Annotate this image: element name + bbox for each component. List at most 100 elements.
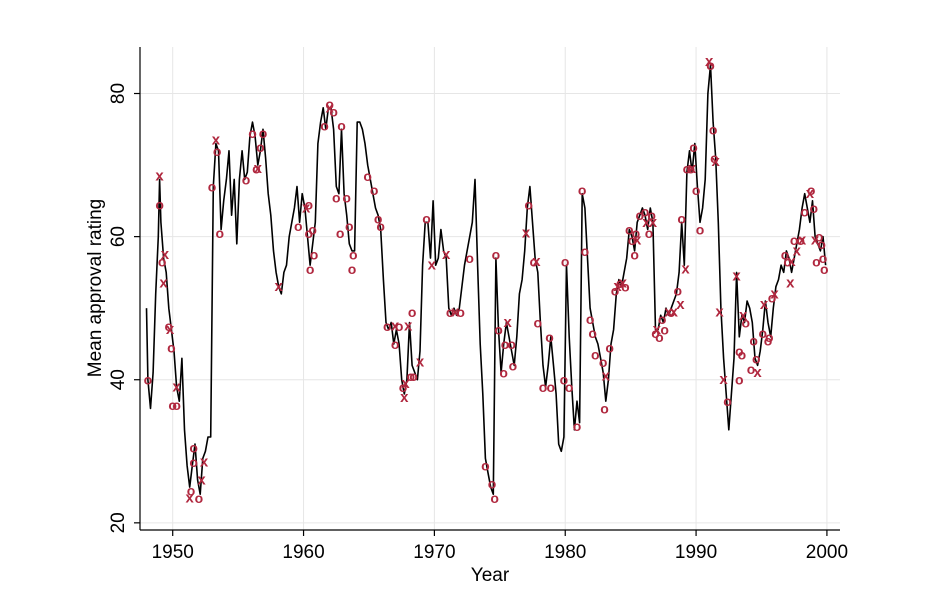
cross-marker: x — [787, 253, 796, 270]
circle-marker: o — [800, 204, 809, 220]
circle-marker: o — [658, 311, 667, 327]
circle-marker: o — [305, 225, 314, 241]
circle-marker: o — [815, 229, 824, 245]
circle-marker: o — [783, 254, 792, 270]
circle-marker: o — [446, 304, 455, 320]
circle-marker: o — [456, 304, 465, 320]
cross-marker: x — [649, 214, 658, 231]
circle-marker: o — [781, 247, 790, 263]
circle-marker: o — [507, 336, 516, 352]
circle-marker: o — [790, 232, 799, 248]
circle-marker: o — [409, 368, 418, 384]
circle-marker: o — [342, 189, 351, 205]
circle-marker: o — [337, 118, 346, 134]
circle-marker: o — [632, 225, 641, 241]
circle-marker: o — [578, 182, 587, 198]
x-tick-label: 1990 — [675, 542, 717, 563]
cross-marker: x — [200, 454, 209, 471]
circle-marker: o — [509, 357, 518, 373]
cross-marker: x — [753, 364, 762, 381]
circle-marker: o — [738, 347, 747, 363]
cross-marker: x — [770, 285, 779, 302]
circle-marker: o — [586, 311, 595, 327]
cross-marker: x — [760, 296, 769, 313]
cross-marker: x — [739, 307, 748, 324]
cross-marker: x — [664, 303, 673, 320]
circle-marker: o — [248, 125, 257, 141]
circle-marker: o — [573, 418, 582, 434]
y-tick-label: 20 — [108, 512, 129, 533]
cross-marker: x — [451, 303, 460, 320]
circle-marker: o — [706, 57, 715, 73]
circle-marker: o — [524, 196, 533, 212]
cross-marker: x — [254, 160, 263, 177]
circle-marker: o — [195, 490, 204, 506]
circle-marker: o — [345, 218, 354, 234]
grid-layer — [140, 47, 840, 530]
circle-marker: o — [742, 315, 751, 331]
cross-marker: x — [400, 389, 409, 406]
circle-marker: o — [332, 189, 341, 205]
cross-marker: x — [811, 232, 820, 249]
circle-marker: o — [588, 325, 597, 341]
circle-marker: o — [683, 161, 692, 177]
cross-marker: x — [326, 99, 335, 116]
y-tick-label: 40 — [108, 369, 129, 390]
cross-marker: x — [670, 303, 679, 320]
circle-marker: o — [807, 182, 816, 198]
marker-layer: ooxoxxoxoooxxooooxxoxoooooxooxoxooooooox… — [144, 53, 829, 506]
x-tick-label: 2000 — [806, 542, 848, 563]
tick-layer: 1950 1960 1970 1980 1990 2000 20 40 60 80 — [108, 83, 848, 563]
circle-marker: o — [539, 379, 548, 395]
circle-marker: o — [383, 318, 392, 334]
axes-layer — [139, 47, 840, 531]
y-tick-label: 80 — [108, 83, 129, 104]
circle-marker: o — [560, 372, 569, 388]
line-layer — [145, 64, 827, 495]
circle-marker: o — [408, 304, 417, 320]
cross-marker: x — [786, 275, 795, 292]
circle-marker: o — [667, 304, 676, 320]
circle-marker: o — [735, 343, 744, 359]
circle-marker: o — [817, 236, 826, 252]
x-tick-label: 1980 — [544, 542, 586, 563]
x-tick-label: 1960 — [282, 542, 324, 563]
cross-marker: x — [404, 318, 413, 335]
circle-marker: o — [481, 458, 490, 474]
cross-marker: x — [806, 185, 815, 202]
circle-marker: o — [187, 483, 196, 499]
cross-marker: x — [688, 160, 697, 177]
circle-marker: o — [651, 325, 660, 341]
circle-marker: o — [710, 150, 719, 166]
circle-marker: o — [674, 282, 683, 298]
cross-marker: x — [642, 214, 651, 231]
circle-marker: o — [320, 118, 329, 134]
circle-marker: o — [581, 243, 590, 259]
circle-marker: o — [252, 161, 261, 177]
circle-marker: o — [336, 225, 345, 241]
circle-marker: o — [820, 261, 829, 277]
cross-marker: x — [442, 246, 451, 263]
circle-marker: o — [144, 372, 153, 388]
circle-marker: o — [660, 322, 669, 338]
circle-marker: o — [605, 340, 614, 356]
circle-marker: o — [325, 96, 334, 112]
circle-marker: o — [155, 196, 164, 212]
circle-marker: o — [810, 200, 819, 216]
circle-marker: o — [374, 211, 383, 227]
circle-marker: o — [294, 218, 303, 234]
circle-marker: o — [391, 336, 400, 352]
circle-marker: o — [765, 329, 774, 345]
cross-marker: x — [155, 167, 164, 184]
circle-marker: o — [621, 279, 630, 295]
circle-marker: o — [490, 490, 499, 506]
circle-marker: o — [376, 218, 385, 234]
cross-marker: x — [212, 132, 221, 149]
cross-marker: x — [197, 471, 206, 488]
circle-marker: o — [547, 379, 556, 395]
y-tick-label: 60 — [108, 226, 129, 247]
circle-marker: o — [768, 289, 777, 305]
circle-marker: o — [723, 393, 732, 409]
cross-marker: x — [705, 53, 714, 70]
x-tick-label: 1950 — [152, 542, 194, 563]
